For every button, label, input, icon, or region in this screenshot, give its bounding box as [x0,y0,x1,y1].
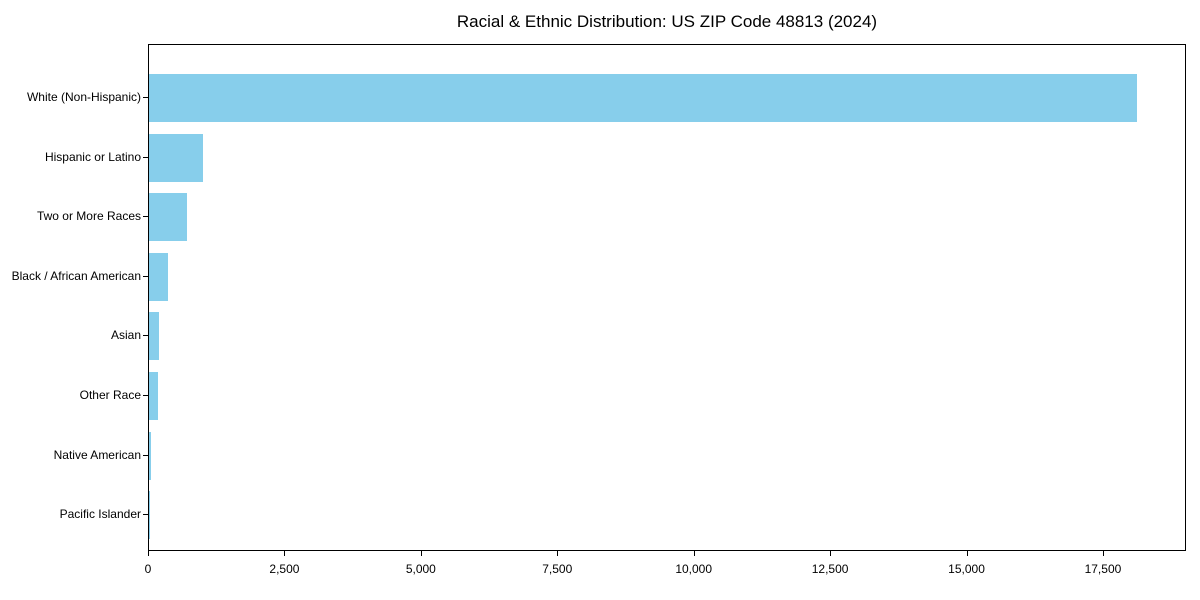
y-tick-mark [143,216,148,218]
x-tick-mark [284,551,286,556]
y-tick-label: Pacific Islander [59,507,141,522]
bar-native-american [149,431,152,480]
x-tick-mark [420,551,422,556]
y-tick-label: Two or More Races [36,209,141,224]
y-tick-mark [143,514,148,516]
y-tick-mark [143,156,148,158]
bar-white-non-hispanic [149,74,1137,123]
bar-other-race [149,371,158,420]
x-tick-label: 2,500 [269,562,300,576]
bar-asian [149,312,160,361]
x-tick-label: 7,500 [542,562,573,576]
x-tick-label: 12,500 [811,562,849,576]
y-tick-mark [143,394,148,396]
x-tick-mark [1102,551,1104,556]
x-tick-label: 0 [144,562,152,576]
x-tick-label: 10,000 [675,562,713,576]
y-tick-mark [143,97,148,99]
x-tick-mark [966,551,968,556]
x-tick-mark [557,551,559,556]
bar-two-or-more-races [149,193,188,242]
chart-title: Racial & Ethnic Distribution: US ZIP Cod… [456,12,878,31]
bar-black-african-american [149,252,169,301]
y-tick-mark [143,275,148,277]
y-tick-mark [143,454,148,456]
plot-area [148,44,1186,551]
x-tick-mark [693,551,695,556]
x-tick-label: 17,500 [1084,562,1122,576]
bar-hispanic-or-latino [149,133,204,182]
x-tick-label: 5,000 [405,562,436,576]
y-tick-label: Other Race [79,387,141,402]
x-tick-mark [830,551,832,556]
y-tick-label: Asian [110,328,141,343]
x-tick-label: 15,000 [948,562,985,576]
y-tick-mark [143,335,148,337]
x-tick-mark [148,551,149,556]
y-tick-label: Hispanic or Latino [44,149,141,164]
y-tick-label: White (Non-Hispanic) [26,90,141,105]
y-tick-label: Native American [53,447,141,462]
y-tick-label: Black / African American [11,268,141,283]
